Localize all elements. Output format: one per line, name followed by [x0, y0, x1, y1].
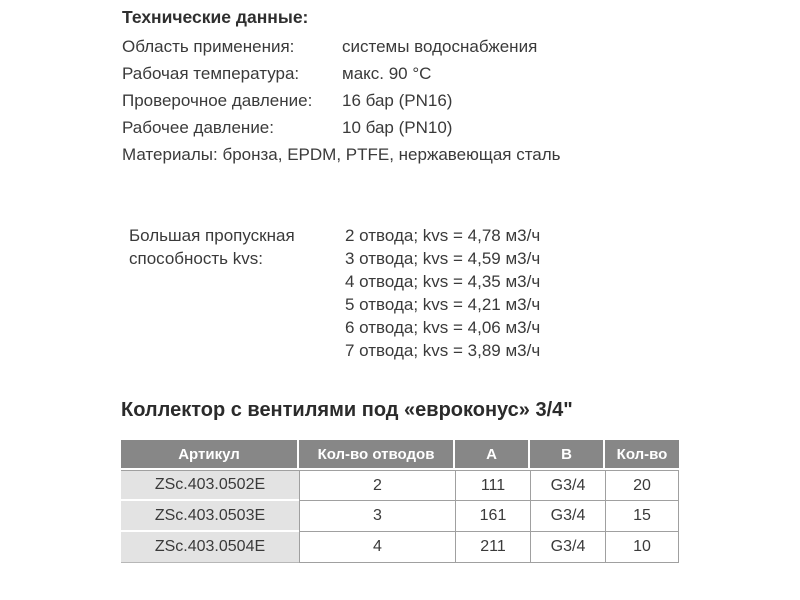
spec-label: Проверочное давление: — [122, 91, 313, 110]
table-cell: G3/4 — [530, 532, 605, 563]
kvs-label-line1: Большая пропускная — [129, 226, 295, 245]
table-cell-article: ZSc.403.0502E — [121, 470, 299, 501]
table-cell: G3/4 — [530, 501, 605, 532]
table-cell: 3 — [299, 501, 455, 532]
spec-value: 10 бар (PN10) — [342, 118, 453, 137]
tech-spec-row: Рабочее давление: 10 бар (PN10) — [122, 114, 561, 141]
table-header-cell: A — [455, 440, 530, 470]
kvs-entry: 6 отвода; kvs = 4,06 м3/ч — [345, 318, 541, 337]
materials-line: Материалы: бронза, EPDM, PTFE, нержавеющ… — [122, 145, 561, 164]
table-cell: 15 — [605, 501, 679, 532]
table-cell-article: ZSc.403.0504E — [121, 532, 299, 563]
table-header-cell: B — [530, 440, 605, 470]
spec-label: Рабочая температура: — [122, 64, 300, 83]
kvs-label: Большая пропускная способность kvs: — [129, 224, 345, 362]
table-header-cell: Кол-во — [605, 440, 679, 470]
table-cell: 4 — [299, 532, 455, 563]
table-cell: 20 — [605, 470, 679, 501]
kvs-entry: 3 отвода; kvs = 4,59 м3/ч — [345, 249, 541, 268]
spec-value: макс. 90 °C — [342, 64, 432, 83]
table-cell: 10 — [605, 532, 679, 563]
table-header-cell: Кол-во отводов — [299, 440, 455, 470]
table-cell: 111 — [455, 470, 530, 501]
spec-label: Рабочее давление: — [122, 118, 274, 137]
tech-specs-block: Технические данные: Область применения: с… — [122, 6, 561, 168]
kvs-entry: 2 отвода; kvs = 4,78 м3/ч — [345, 226, 541, 245]
tech-specs-list: Область применения: системы водоснабжения… — [122, 33, 561, 141]
table-cell: 211 — [455, 532, 530, 563]
kvs-list: 2 отвода; kvs = 4,78 м3/ч 3 отвода; kvs =… — [345, 224, 540, 362]
spec-label: Область применения: — [122, 37, 295, 56]
table-cell-article: ZSc.403.0503E — [121, 501, 299, 532]
product-table: Артикул Кол-во отводов A B Кол-во ZSc.403.050… — [121, 440, 679, 563]
kvs-entry: 7 отвода; kvs = 3,89 м3/ч — [345, 341, 541, 360]
table-header-cell: Артикул — [121, 440, 299, 470]
tech-spec-row: Область применения: системы водоснабжения — [122, 33, 561, 60]
table-cell: 161 — [455, 501, 530, 532]
kvs-entry: 5 отвода; kvs = 4,21 м3/ч — [345, 295, 541, 314]
kvs-entry: 4 отвода; kvs = 4,35 м3/ч — [345, 272, 541, 291]
table-cell: G3/4 — [530, 470, 605, 501]
product-heading: Коллектор с вентилями под «евроконус» 3/… — [121, 399, 573, 421]
tech-spec-row: Проверочное давление: 16 бар (PN16) — [122, 87, 561, 114]
table-cell: 2 — [299, 470, 455, 501]
kvs-block: Большая пропускная способность kvs: 2 от… — [129, 224, 540, 362]
tech-spec-row: Рабочая температура: макс. 90 °C — [122, 60, 561, 87]
tech-specs-title: Технические данные: — [122, 7, 309, 27]
kvs-label-line2: способность kvs: — [129, 249, 263, 268]
spec-value: 16 бар (PN16) — [342, 91, 453, 110]
spec-value: системы водоснабжения — [342, 37, 538, 56]
